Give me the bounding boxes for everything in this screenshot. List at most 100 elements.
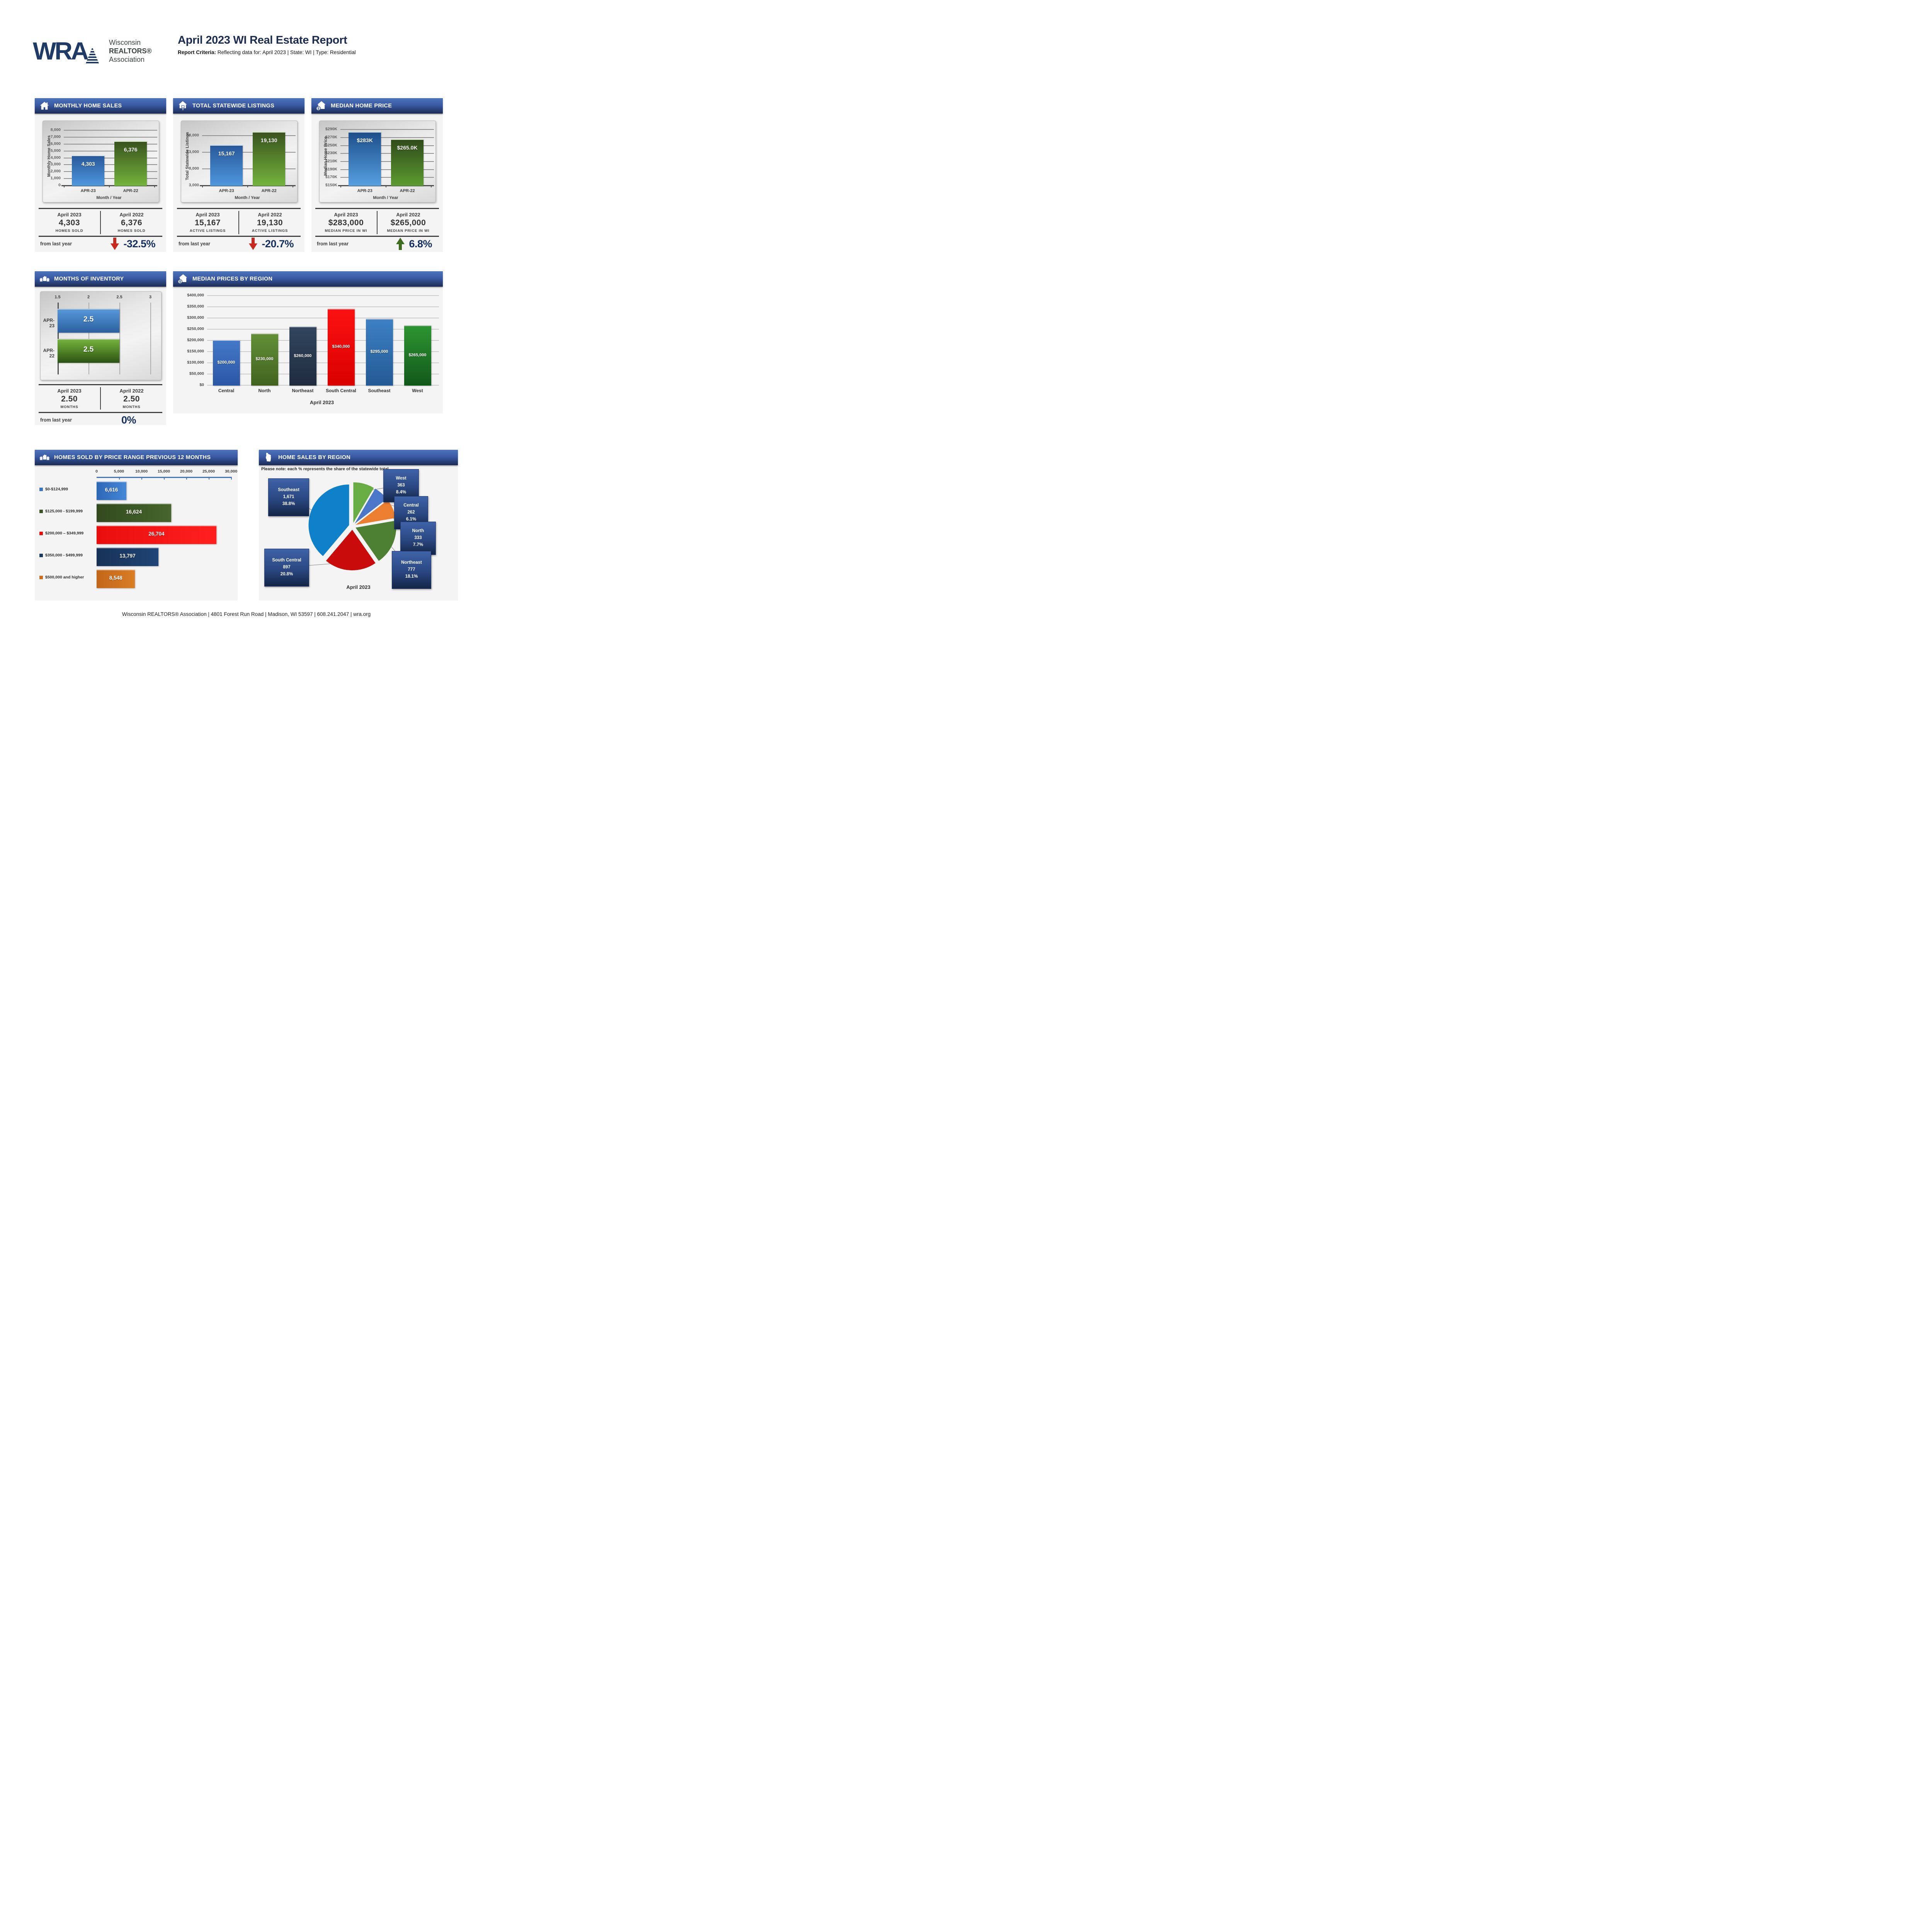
summary-col: April 2022 19,130 ACTIVE LISTINGS [239, 210, 301, 235]
panel-header: HOMES SOLD BY PRICE RANGE PREVIOUS 12 MO… [35, 450, 238, 465]
summary-caption: HOMES SOLD [117, 229, 146, 233]
summary-caption: MONTHS [122, 405, 141, 409]
y-tick-label: $210K [325, 158, 337, 163]
pie-slice-central [354, 488, 387, 524]
axis-tick [154, 185, 155, 187]
axis-tick [247, 185, 248, 187]
legend-swatch [39, 509, 43, 513]
y-tick-label: 8,000 [189, 166, 199, 171]
summary-label: April 2023 [57, 388, 82, 394]
summary-caption: HOMES SOLD [55, 229, 83, 233]
y-tick-label: 18,000 [186, 133, 199, 138]
gridline [340, 137, 434, 138]
panel-median-prices-by-region: $ MEDIAN PRICES BY REGION $0 $50,000 $100,… [173, 271, 443, 413]
callout-region: Central [403, 503, 419, 508]
houses-icon [39, 276, 50, 282]
summary-label: April 2022 [258, 212, 282, 218]
summary-value: $265,000 [390, 218, 426, 227]
summary-col: April 2022 6,376 HOMES SOLD [101, 210, 162, 235]
homes-sold-by-price-range-chart: 0 5,000 10,000 15,000 20,000 25,000 30,000 6,61… [35, 465, 238, 600]
bar [253, 131, 286, 186]
bar-value-label: 6,376 [124, 146, 138, 153]
gridline [64, 178, 157, 179]
bar-value-label: 26,704 [148, 531, 165, 537]
y-tick-label: $270K [325, 134, 337, 139]
x-tick-label: 0 [95, 469, 98, 474]
legend-label: $350,000 - $499,999 [45, 553, 83, 558]
x-category-label: West [412, 388, 423, 393]
bar [289, 327, 316, 386]
change-percent: -20.7% [262, 238, 294, 250]
y-tick-label: $50,000 [189, 371, 204, 376]
callout-percent: 6.1% [406, 517, 417, 522]
x-axis-title: Month / Year [373, 196, 398, 200]
gridline [207, 385, 439, 386]
y-tick-label: $400,000 [187, 293, 204, 298]
summary-value: 4,303 [58, 218, 80, 227]
panel-header: $ MEDIAN PRICES BY REGION [173, 271, 443, 287]
divider [39, 412, 162, 413]
pie-slice-north [355, 500, 396, 525]
change-label: from last year [317, 241, 349, 247]
summary-label: April 2022 [119, 212, 144, 218]
axis-tick [431, 185, 432, 187]
x-category-label: APR-22 [261, 189, 277, 193]
pie-slice-south-central [326, 530, 376, 571]
panel-monthly-home-sales: MONTHLY HOME SALES 0 1,000 2,000 3,000 4,000… [35, 98, 166, 252]
houses-icon [39, 454, 50, 460]
axis-tick [109, 185, 110, 187]
panel-median-home-price: $ MEDIAN HOME PRICE $150K $170K $190K $210K… [311, 98, 443, 252]
gridline [340, 129, 434, 130]
gridline [202, 135, 296, 136]
callout-region: North [412, 529, 424, 534]
gridline [64, 171, 157, 172]
change-label: from last year [40, 241, 72, 247]
change-row: from last year 6.8% [317, 236, 437, 251]
x-tick-label: 1.5 [54, 295, 61, 299]
bar [404, 325, 431, 386]
x-tick-label: 10,000 [135, 469, 148, 474]
legend-item: $350,000 - $499,999 [39, 553, 83, 558]
change-row: from last year 0% [40, 413, 161, 427]
x-axis-title: Month / Year [96, 196, 122, 200]
y-tick-label: $150,000 [187, 349, 204, 354]
y-tick-label: $170K [325, 175, 337, 180]
gridline [58, 303, 59, 374]
bar [97, 548, 158, 566]
median-prices-by-region-chart: $0 $50,000 $100,000 $150,000 $200,000 $250,00… [173, 287, 443, 413]
pie-slice-west [353, 482, 374, 523]
y-category-label: APR-22 [43, 348, 54, 359]
callout-region: South Central [272, 558, 301, 563]
y-tick-label: $250,000 [187, 327, 204, 331]
axis-tick [202, 185, 203, 187]
callout-region: West [396, 476, 406, 481]
bar-value-label: $265.0K [397, 145, 418, 151]
gridline [202, 152, 296, 153]
axis-tick [231, 477, 232, 480]
y-tick-label: $230K [325, 151, 337, 156]
summary: April 2023 $283,000 MEDIAN PRICE IN WI A… [315, 210, 439, 235]
x-category-label: North [258, 388, 271, 393]
panel-months-of-inventory: MONTHS OF INVENTORY 1.5 2 2.5 3 2.5 APR-23 2.5… [35, 271, 166, 427]
x-category-label: APR-23 [357, 189, 372, 193]
wra-logo-stripes-icon [86, 47, 99, 63]
legend-swatch [39, 487, 43, 491]
x-tick-label: 3 [149, 295, 152, 299]
summary-label: April 2022 [119, 388, 144, 394]
divider [39, 208, 162, 209]
summary-col: April 2023 4,303 HOMES SOLD [39, 210, 100, 235]
panel-title: HOME SALES BY REGION [278, 454, 351, 461]
legend-item: $125,000 - $199,999 [39, 509, 83, 514]
bar-value-label: $265,000 [408, 353, 427, 358]
summary-col: April 2022 2.50 MONTHS [101, 386, 162, 410]
axis-tick [340, 185, 341, 187]
legend-label: $125,000 - $199,999 [45, 509, 83, 514]
callout-count: 897 [283, 565, 291, 570]
y-tick-label: 8,000 [50, 128, 61, 133]
y-tick-label: 4,000 [50, 155, 61, 160]
bar-value-label: 8,548 [109, 575, 122, 581]
bar-value-label: 2.5 [83, 345, 94, 354]
change-label: from last year [40, 417, 72, 423]
org-line: REALTORS® [109, 47, 152, 55]
callout-percent: 18.1% [405, 574, 418, 579]
